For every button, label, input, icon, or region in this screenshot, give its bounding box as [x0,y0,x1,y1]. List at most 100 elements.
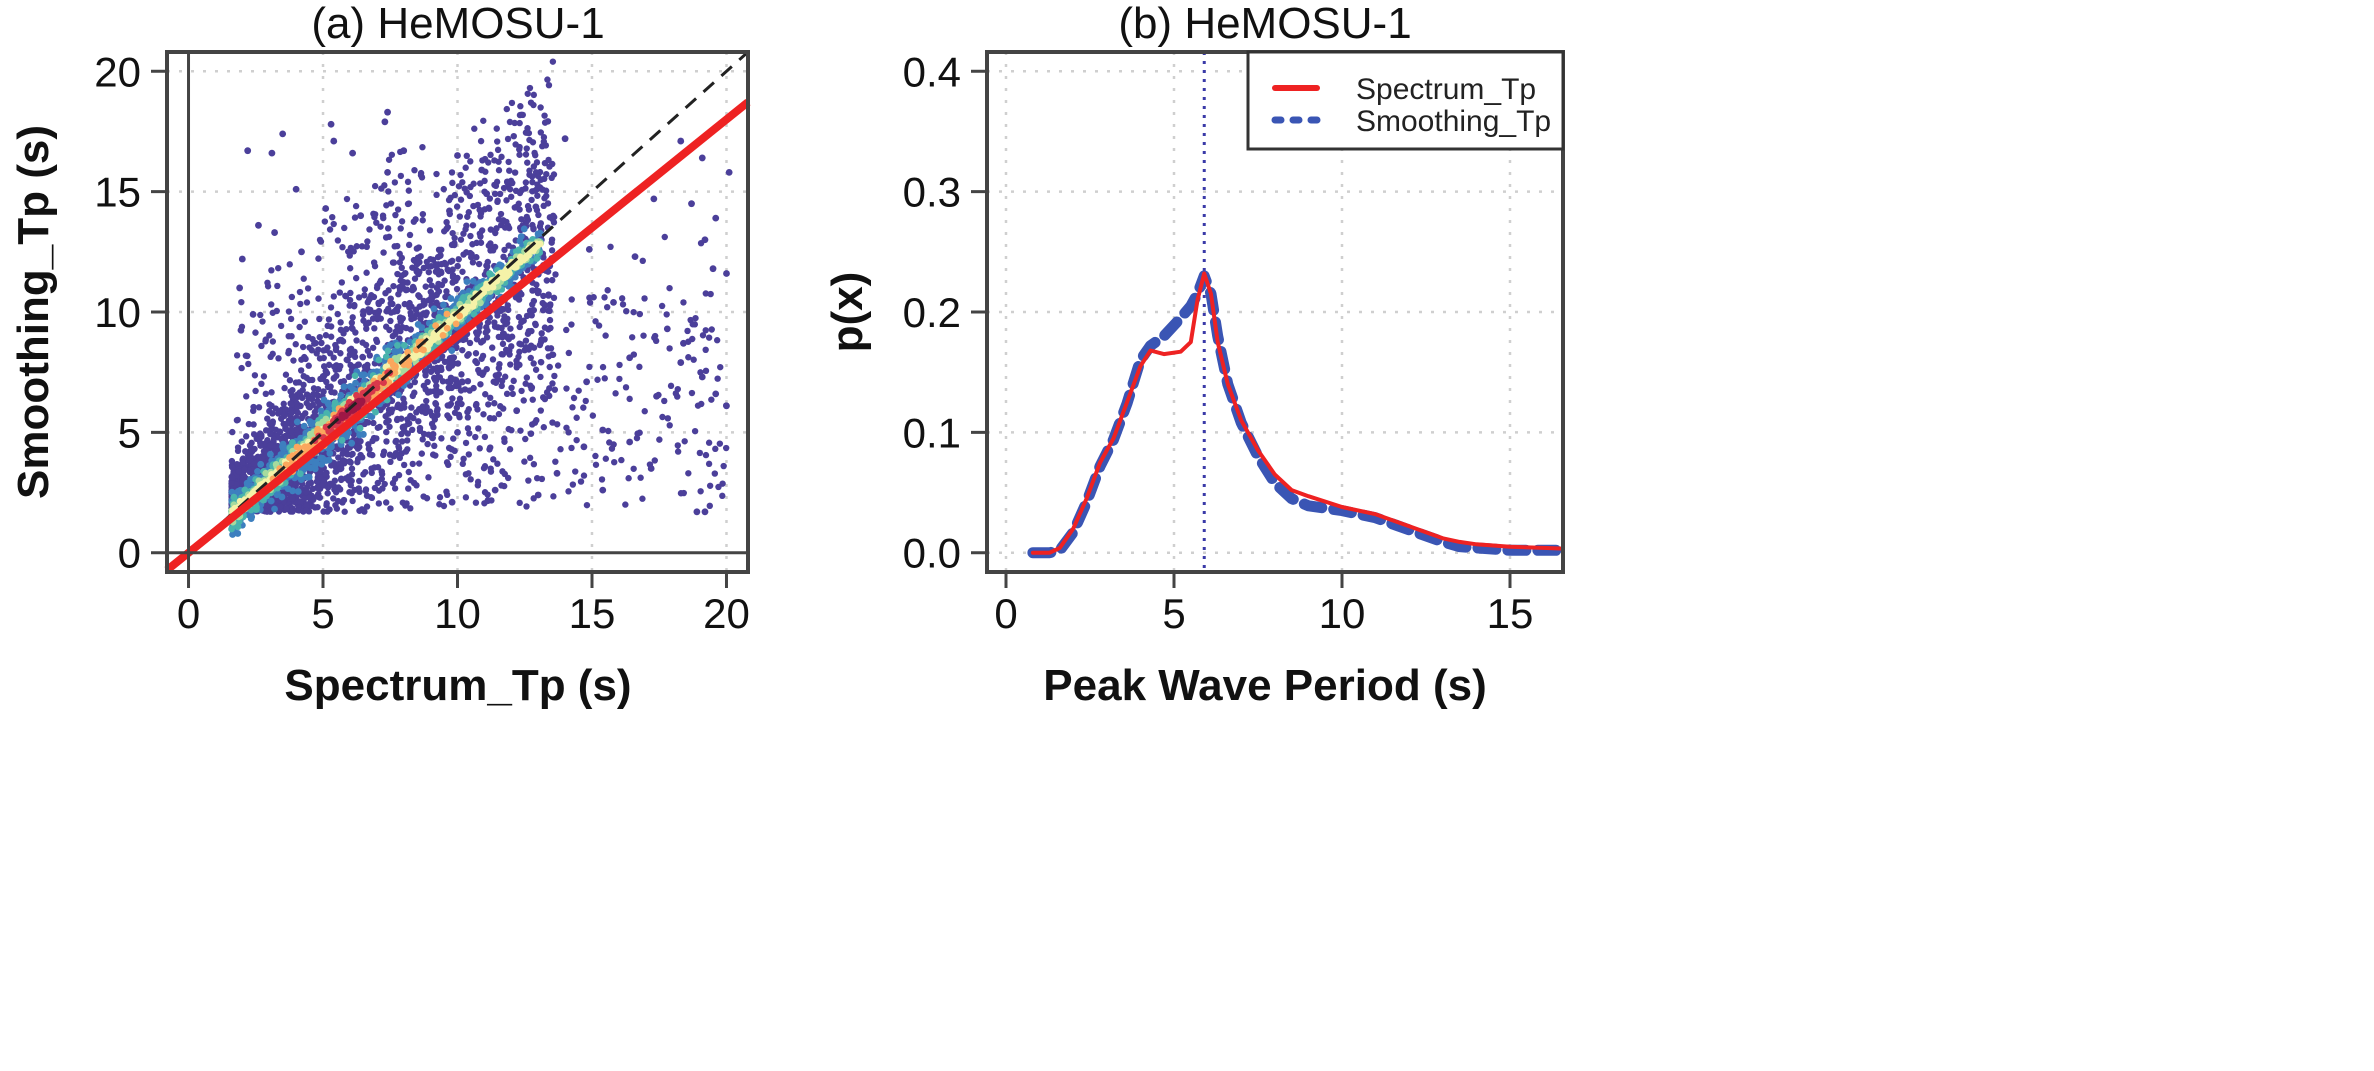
scatter-point [448,446,455,453]
scatter-point [417,315,424,322]
scatter-point [523,312,531,320]
scatter-point [392,306,400,313]
scatter-point [498,153,505,161]
scatter-point [234,416,241,424]
scatter-point [287,427,295,435]
scatter-point [592,452,599,460]
scatter-point [402,286,410,294]
scatter-point [541,119,549,126]
scatter-point [390,259,398,266]
scatter-point [323,378,330,386]
scatter-point [522,337,530,344]
scatter-point [707,290,714,298]
scatter-point [455,256,462,263]
scatter-point [504,302,511,309]
scatter-point [484,319,492,326]
scatter-point [467,158,474,165]
scatter-point [288,333,295,340]
scatter-point [407,476,414,484]
scatter-point [511,169,519,176]
scatter-point [423,495,431,502]
scatter-point [550,219,558,226]
scatter-point [364,238,371,245]
scatter-point [545,81,553,89]
scatter-point [349,350,357,357]
scatter-point [297,367,305,374]
scatter-point [375,500,383,507]
scatter-point [317,375,324,383]
scatter-point [346,458,353,465]
scatter-point [299,394,306,402]
scatter-point [322,332,330,339]
outlier-point [413,260,421,268]
scatter-point [713,337,721,344]
scatter-point [428,292,435,300]
density-point [294,488,302,495]
scatter-point [472,350,480,357]
scatter-point [495,371,503,378]
scatter-point [405,187,413,194]
scatter-point [616,375,623,383]
scatter-point [266,401,273,408]
scatter-point [374,313,381,320]
scatter-point [397,405,404,412]
outlier-point [653,392,660,400]
scatter-point [332,346,340,354]
scatter-point [508,384,515,392]
scatter-point [598,476,606,483]
scatter-point [522,151,530,158]
scatter-point [489,356,497,363]
scatter-point [499,334,506,341]
scatter-point [582,397,589,405]
scatter-point [301,318,308,325]
scatter-point [387,458,394,466]
scatter-point [539,186,546,193]
scatter-point [523,213,531,221]
outlier-point [723,270,730,277]
scatter-point [622,501,629,508]
scatter-point [685,470,692,477]
scatter-point [518,291,525,298]
scatter-point [503,197,510,204]
scatter-point [300,381,307,389]
scatter-point [276,503,284,510]
scatter-point [500,184,508,192]
scatter-point [289,386,296,394]
scatter-point [334,310,341,318]
scatter-point [550,493,557,500]
density-point [400,341,408,349]
scatter-point [702,367,710,375]
scatter-point [349,325,356,332]
scatter-point [404,279,411,286]
scatter-point [434,405,441,413]
scatter-point [421,301,428,308]
scatter-point [471,125,478,132]
scatter-point [335,497,342,505]
scatter-point [537,338,545,346]
scatter-point [688,389,696,397]
scatter-point [340,330,347,337]
scatter-point [475,366,482,374]
scatter-point [431,442,438,450]
scatter-point [374,424,382,431]
scatter-point [510,377,517,385]
scatter-point [373,284,381,292]
scatter-point [493,225,500,232]
outlier-point [583,378,591,386]
scatter-point [289,495,296,502]
scatter-point [346,265,354,272]
scatter-point [625,475,632,482]
scatter-point [486,205,493,212]
scatter-point [486,446,493,453]
scatter-point [497,210,505,218]
scatter-point [419,403,426,410]
scatter-point [494,198,501,206]
scatter-point [285,347,293,355]
outlier-point [448,498,456,506]
scatter-point [464,377,472,385]
outlier-point [349,149,356,157]
scatter-point [573,436,580,444]
scatter-point [443,288,450,295]
scatter-point [323,346,330,354]
scatter-point [484,497,492,504]
